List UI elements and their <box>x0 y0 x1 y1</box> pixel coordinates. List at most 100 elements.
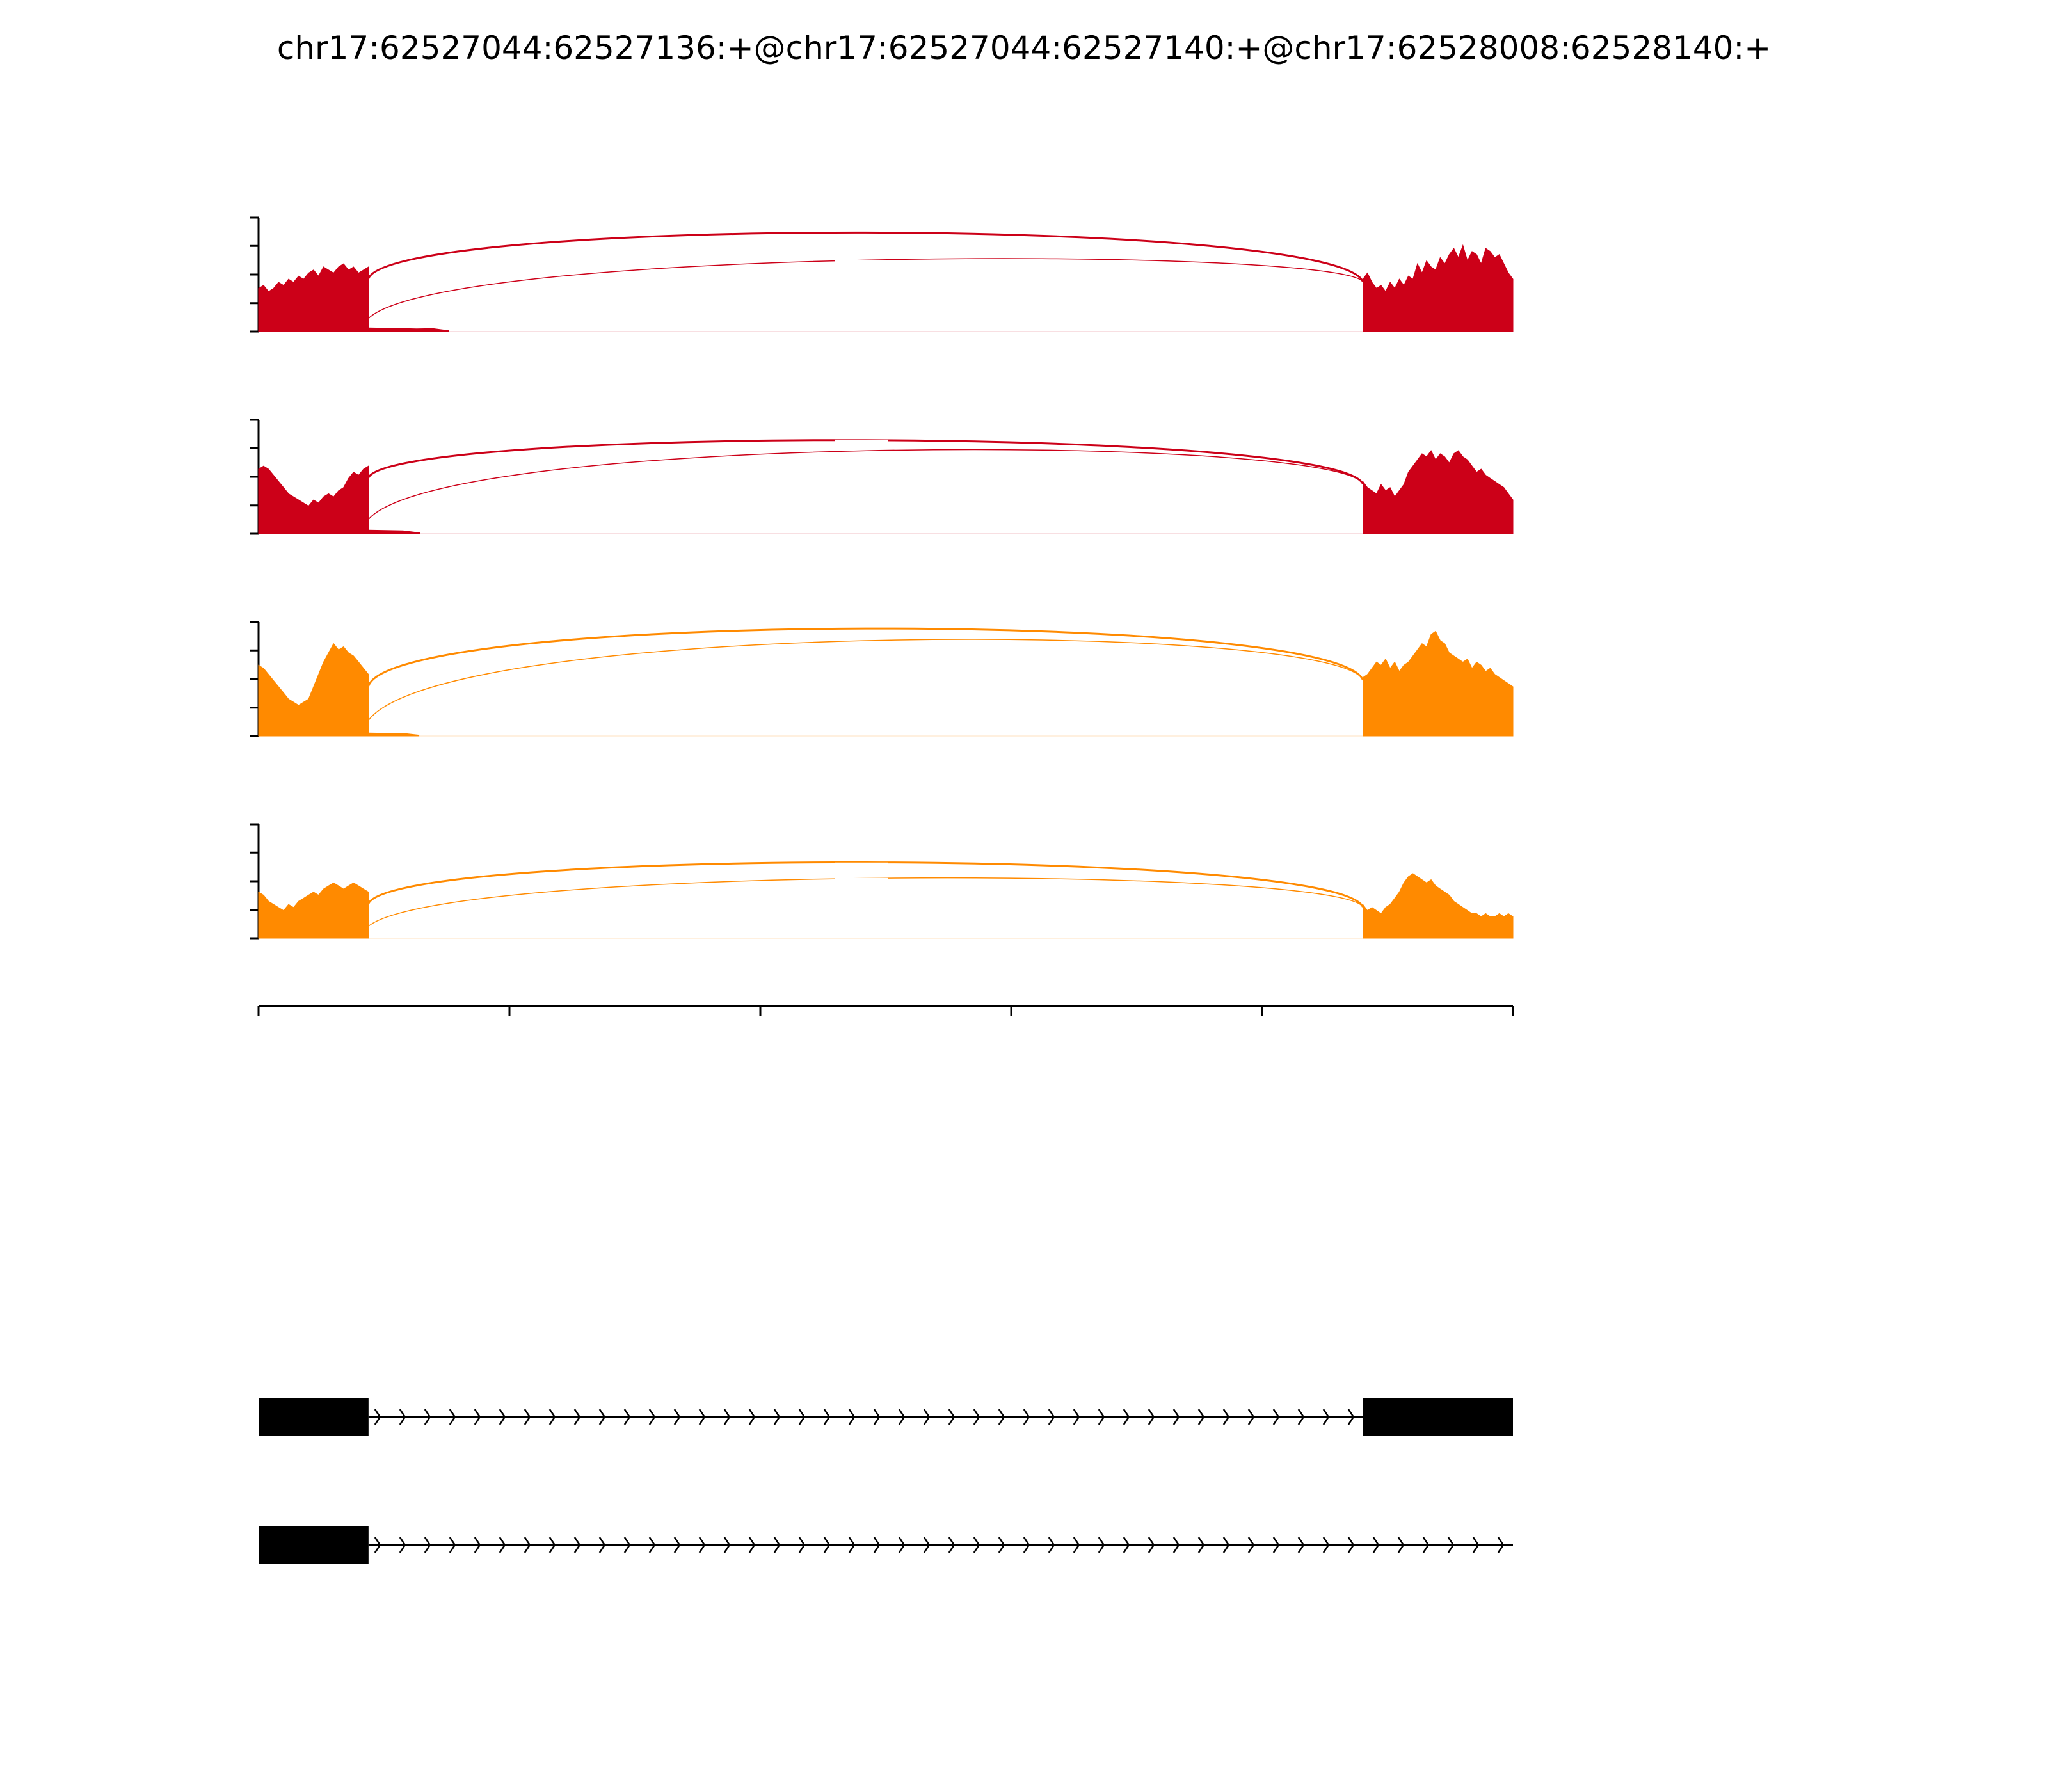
genomic-x-axis <box>257 1005 1514 1016</box>
strand-arrow <box>873 1537 881 1553</box>
strand-arrow <box>1023 1409 1030 1425</box>
strand-arrow <box>923 1537 931 1553</box>
strand-arrow <box>474 1409 481 1425</box>
coverage-panel-4 <box>250 823 1514 940</box>
exon-block <box>1363 1398 1513 1436</box>
strand-arrow <box>499 1537 506 1553</box>
strand-arrow <box>823 1409 831 1425</box>
strand-arrow <box>573 1537 581 1553</box>
strand-arrow <box>948 1537 956 1553</box>
strand-arrow <box>648 1537 656 1553</box>
junction-arc <box>367 231 1364 282</box>
strand-arrow <box>773 1409 781 1425</box>
strand-arrow <box>748 1409 756 1425</box>
strand-arrow <box>848 1409 856 1425</box>
junction-label-bg <box>835 454 888 481</box>
strand-arrow <box>823 1537 831 1553</box>
strand-arrow <box>449 1537 456 1553</box>
strand-arrow <box>948 1409 956 1425</box>
isoform-track <box>259 1398 1513 1564</box>
strand-arrow <box>1172 1537 1180 1553</box>
strand-arrow <box>673 1409 681 1425</box>
strand-arrow <box>648 1409 656 1425</box>
strand-arrow <box>1447 1537 1455 1553</box>
coverage-panels <box>250 216 1514 940</box>
strand-arrow <box>1048 1537 1055 1553</box>
coverage-area-tail <box>368 529 420 534</box>
strand-arrow <box>1272 1409 1280 1425</box>
strand-arrow <box>1197 1409 1205 1425</box>
junction-label-bg <box>835 648 888 674</box>
strand-arrow <box>1197 1537 1205 1553</box>
strand-arrow <box>998 1537 1005 1553</box>
strand-arrow <box>374 1537 381 1553</box>
strand-arrow <box>1272 1537 1280 1553</box>
strand-arrow <box>1472 1537 1480 1553</box>
coverage-area-tail <box>368 327 449 332</box>
strand-arrow <box>1023 1537 1030 1553</box>
strand-arrow <box>898 1409 906 1425</box>
strand-arrow <box>1098 1537 1105 1553</box>
coverage-area-exon1 <box>258 882 369 939</box>
strand-arrow <box>923 1409 931 1425</box>
strand-arrow <box>399 1537 406 1553</box>
strand-arrow <box>1172 1409 1180 1425</box>
strand-arrow <box>1123 1409 1130 1425</box>
strand-arrow <box>623 1409 631 1425</box>
coverage-area-exon2 <box>1363 630 1514 737</box>
strand-arrow <box>424 1409 431 1425</box>
strand-arrow <box>449 1409 456 1425</box>
junction-arc <box>363 639 1364 730</box>
junction-arc <box>367 627 1364 687</box>
strand-arrow <box>1372 1537 1380 1553</box>
strand-arrow <box>1397 1537 1405 1553</box>
strand-arrow <box>1123 1537 1130 1553</box>
strand-arrow <box>1247 1409 1255 1425</box>
strand-arrow <box>773 1537 781 1553</box>
strand-arrow <box>748 1537 756 1553</box>
strand-arrow <box>673 1537 681 1553</box>
strand-arrow <box>399 1409 406 1425</box>
strand-arrow <box>524 1537 531 1553</box>
coverage-area-exon1 <box>258 643 369 737</box>
junction-arc <box>363 449 1364 528</box>
strand-arrow <box>1347 1409 1355 1425</box>
strand-arrow <box>1222 1409 1230 1425</box>
strand-arrow <box>898 1537 906 1553</box>
junction-label-bg <box>835 234 888 260</box>
coverage-area-tail <box>368 732 420 737</box>
strand-arrow <box>848 1537 856 1553</box>
strand-arrow <box>374 1409 381 1425</box>
strand-arrow <box>1073 1537 1080 1553</box>
strand-arrow <box>698 1409 706 1425</box>
strand-arrow <box>1098 1409 1105 1425</box>
strand-arrow <box>573 1409 581 1425</box>
strand-arrow <box>998 1409 1005 1425</box>
strand-arrow <box>798 1409 806 1425</box>
coverage-area-exon1 <box>258 263 369 332</box>
strand-arrow <box>723 1409 731 1425</box>
strand-arrow <box>474 1537 481 1553</box>
strand-arrow <box>698 1537 706 1553</box>
strand-arrow <box>524 1409 531 1425</box>
exon-block <box>259 1398 369 1436</box>
coverage-panel-2 <box>250 419 1514 535</box>
strand-arrow <box>598 1537 606 1553</box>
strand-arrow <box>1497 1537 1505 1553</box>
strand-arrow <box>798 1537 806 1553</box>
isoform-2 <box>259 1526 1513 1564</box>
exon-block <box>259 1526 369 1564</box>
junction-label-bg <box>835 877 888 904</box>
strand-arrow <box>623 1537 631 1553</box>
strand-arrow <box>973 1409 980 1425</box>
strand-arrow <box>723 1537 731 1553</box>
strand-arrow <box>548 1537 556 1553</box>
strand-arrow <box>1048 1409 1055 1425</box>
strand-arrow <box>598 1409 606 1425</box>
strand-arrow <box>499 1409 506 1425</box>
strand-arrow <box>973 1537 980 1553</box>
junction-label-bg <box>835 260 888 286</box>
strand-arrow <box>1322 1409 1330 1425</box>
strand-arrow <box>1422 1537 1430 1553</box>
strand-arrow <box>1322 1537 1330 1553</box>
